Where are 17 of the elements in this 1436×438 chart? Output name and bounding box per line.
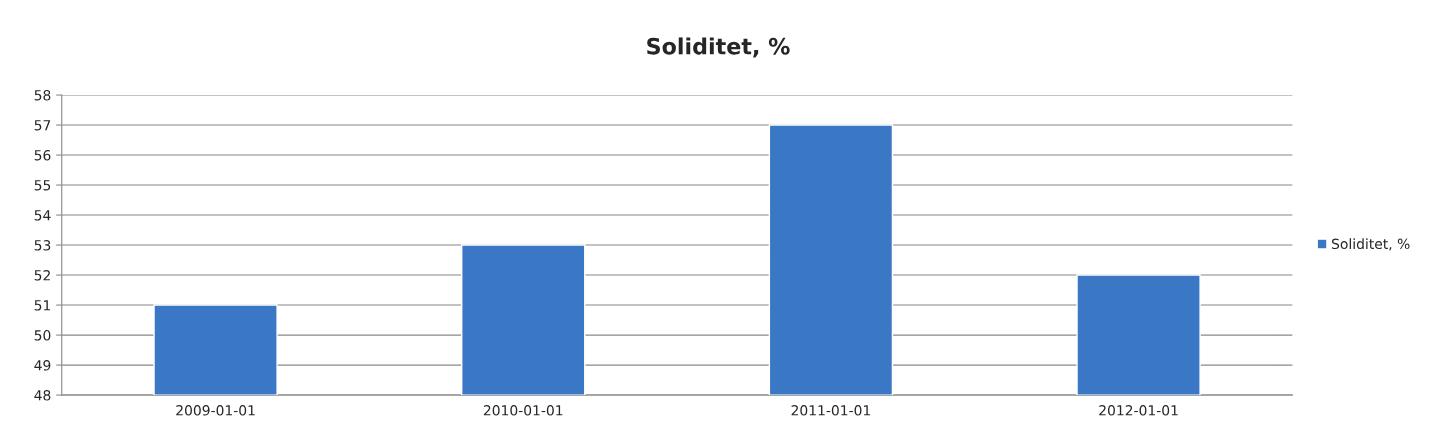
y-tick-label: 51 <box>34 300 51 311</box>
y-tick-label: 50 <box>34 330 51 341</box>
x-tick-label: 2009-01-01 <box>176 405 255 416</box>
y-tick-label: 57 <box>34 120 51 131</box>
y-tick-label: 52 <box>34 270 50 281</box>
y-tick-label: 49 <box>34 360 51 371</box>
legend-label: Soliditet, % <box>1332 238 1410 251</box>
y-tick-label: 58 <box>34 90 51 101</box>
y-tick-label: 55 <box>34 180 51 191</box>
y-tick-label: 54 <box>34 210 51 221</box>
y-tick-label: 56 <box>34 150 51 161</box>
y-tick-label: 48 <box>34 390 51 401</box>
x-tick-label: 2011-01-01 <box>791 405 870 416</box>
x-tick-label: 2012-01-01 <box>1099 405 1178 416</box>
chart-title: Soliditet, % <box>647 37 790 58</box>
y-tick-label: 53 <box>34 240 51 251</box>
x-tick-label: 2010-01-01 <box>483 405 563 416</box>
